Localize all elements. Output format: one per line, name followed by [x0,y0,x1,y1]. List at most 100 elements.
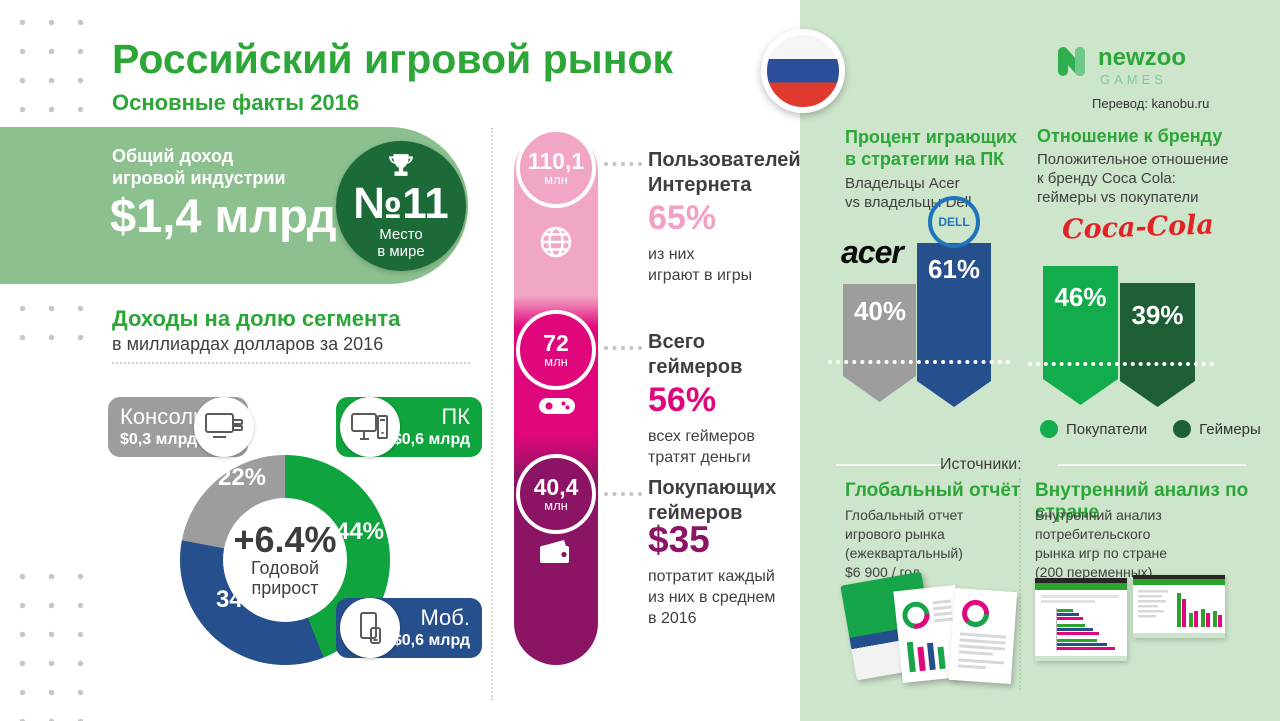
newzoo-logo-icon [1054,40,1096,85]
brand-sub-line1: Положительное отношение [1037,151,1229,168]
total-gamers-title-line1: Всего [648,331,705,353]
pc-value: $0,6 млрд [392,431,470,448]
acer-percent: 40% [853,296,907,326]
paying-gamers-stat: $35 [648,519,710,560]
acer-logo: acer [841,234,904,270]
desc-line: в 2016 [648,610,697,627]
internet-users-title-line1: Пользователей [648,149,801,171]
newzoo-brand-name: newzoo [1098,44,1186,71]
pc-label: ПК [441,404,470,429]
page-subtitle: Основные факты 2016 [112,90,360,115]
trophy-icon [388,153,414,182]
translation-credit: Перевод: kanobu.ru [1092,96,1210,111]
paying-gamers-circle: 40,4 млн [516,454,596,534]
dotted-divider [112,362,470,364]
total-gamers-stat: 56% [648,381,717,419]
internet-users-value: 110,1 [527,148,585,174]
src-line: (ежеквартальный) [845,545,963,561]
src-line: (200 переменных) [1035,564,1153,580]
total-gamers-desc: всех геймеров тратят деньги [648,426,755,468]
country-report-title: Внутренний анализ по стране [1035,480,1249,523]
vertical-dotted-separator [491,128,493,700]
audience-funnel-pill [514,130,598,665]
revenue-value: $1,4 млрд [110,189,337,242]
segment-section-subtitle: в миллиардах долларов за 2016 [112,334,384,354]
desc-line: тратят деньги [648,449,751,466]
consoles-label: Консоли [120,404,206,429]
global-report-description: Глобальный отчет игрового рынка (ежеквар… [845,506,963,582]
wallet-icon [538,538,572,571]
pc-percent: 44% [335,518,385,545]
sources-divider-right [1058,464,1246,466]
dell-logo: DELL [928,196,980,248]
total-gamers-unit: млн [544,354,568,369]
page-title: Российский игровой рынок [112,36,674,82]
buyers-percent: 46% [1054,282,1107,312]
buyers-bar [1043,266,1118,405]
report-page-image [948,587,1018,685]
strategy-chart-title: Процент играющих в стратегии на ПК [845,126,1017,170]
white-dotted-baseline [828,360,1010,364]
dot-grid-decoration [2,288,98,350]
annual-growth-label2: прирост [251,578,319,598]
sources-divider-left [836,464,946,466]
mobile-percent: 34% [215,586,265,613]
gamers-bar [1120,283,1195,407]
world-rank-sub2: в мире [377,242,425,260]
internet-users-unit: млн [544,172,568,187]
dotted-leader [604,492,642,496]
internet-users-circle: 110,1 млн [516,128,596,208]
brand-sub-line2: к бренду Coca Cola: [1037,170,1176,187]
dell-bar [917,243,991,407]
mobile-value: $0,6 млрд [392,632,470,649]
brand-chart-title: Отношение к бренду [1037,126,1223,146]
src-line: игрового рынка [845,526,945,542]
paying-gamers-title-line2: геймеров [648,502,743,524]
buyers-legend-label: Покупатели [1066,420,1148,438]
mobile-label: Моб. [420,605,470,630]
mobile-phone-icon [340,598,400,658]
sources-title: Источники: [940,456,1022,473]
dashboard-screenshot-2 [1133,575,1225,638]
dot-grid-decoration [2,2,98,124]
internet-users-title: Пользователей Интернета [648,148,801,198]
report-page-image [893,585,965,683]
desktop-pc-icon [340,397,400,457]
src-line: Внутренний анализ потребительского [1035,507,1162,542]
paying-gamers-title: Покупающих геймеров [648,476,776,526]
dotted-leader [604,346,642,350]
acer-bar [843,284,916,402]
desc-line: всех геймеров [648,428,755,445]
paying-gamers-title-line1: Покупающих [648,477,777,499]
gamers-legend-label: Геймеры [1199,420,1261,438]
strategy-title-line1: Процент играющих [845,127,1017,147]
src-line: Глобальный отчет [845,507,964,523]
newzoo-brand-sub: GAMES [1100,72,1167,87]
internet-users-desc: из них играют в игры [648,244,752,286]
desc-line: играют в игры [648,267,753,284]
consoles-percent: 22% [217,464,267,491]
gamers-percent: 39% [1131,300,1184,330]
total-gamers-value: 72 [543,330,569,356]
total-gamers-circle: 72 млн [516,310,596,390]
total-gamers-title-line2: геймеров [648,356,743,378]
sources-vertical-divider [1019,478,1021,690]
dotted-leader [604,162,642,166]
total-gamers-title: Всего геймеров [648,330,742,380]
dashboard-screenshot-1 [1035,578,1127,661]
revenue-label-line2: игровой индустрии [112,168,286,188]
segment-section-title: Доходы на долю сегмента [112,306,401,331]
donut-center: +6.4% Годовой прирост [223,498,347,622]
world-rank-value: №11 [353,178,449,228]
global-report-title: Глобальный отчёт [845,480,1021,501]
internet-users-title-line2: Интернета [648,174,752,196]
paying-gamers-unit: млн [544,498,568,513]
gamepad-icon [538,394,576,423]
paying-gamers-value: 40,4 [533,474,579,500]
brand-chart-subtitle: Положительное отношение к бренду Coca Co… [1037,150,1228,207]
globe-icon [538,224,574,265]
dot-grid-decoration [2,556,98,721]
console-icon [194,397,254,457]
strategy-title-line2: в стратегии на ПК [845,149,1005,169]
